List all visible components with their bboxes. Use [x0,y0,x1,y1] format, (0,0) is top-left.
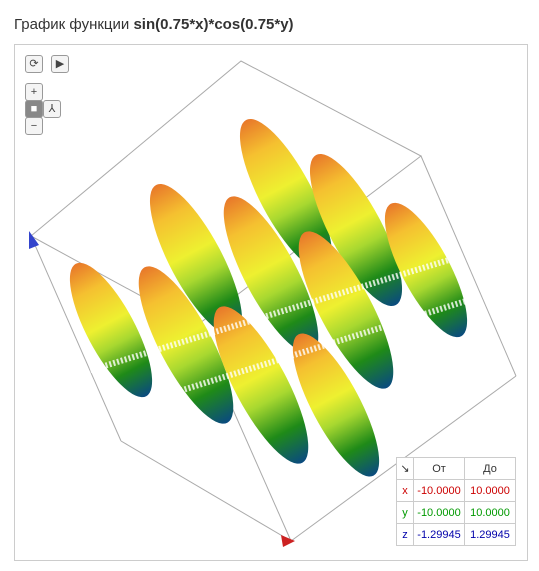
surface-lobes [69,118,468,477]
play-button[interactable]: ▶ [51,55,69,73]
range-to: 10.0000 [464,501,516,524]
axes-button[interactable]: ⅄ [43,100,61,118]
axis-name: x [396,479,414,502]
range-from: -1.29945 [413,523,465,546]
range-to: 10.0000 [464,479,516,502]
column-header: От [413,457,465,480]
corner: ↘ [396,457,414,480]
reset-button[interactable]: ⟳ [25,55,43,73]
surface-plot [29,60,517,547]
column-header: До [464,457,516,480]
zoom-out-button[interactable]: − [25,117,43,135]
plot-area: ⟳ ▶ + ■ ⅄ − [14,44,528,561]
camera-button[interactable]: ■ [25,100,43,118]
range-from: -10.0000 [413,479,465,502]
title-prefix: График функции [14,16,130,33]
range-from: -10.0000 [413,501,465,524]
range-table: ↘ От До x -10.0000 10.0000 y -10.0000 10.0000 … [396,457,516,546]
axis-name: y [396,501,414,524]
zoom-in-button[interactable]: + [25,83,43,101]
title: График функции sin(0.75*x)*cos(0.75*y) [14,16,294,33]
function: sin(0.75*x)*cos(0.75*y) [133,16,294,33]
range-to: 1.29945 [464,523,516,546]
axis-name: z [396,523,414,546]
